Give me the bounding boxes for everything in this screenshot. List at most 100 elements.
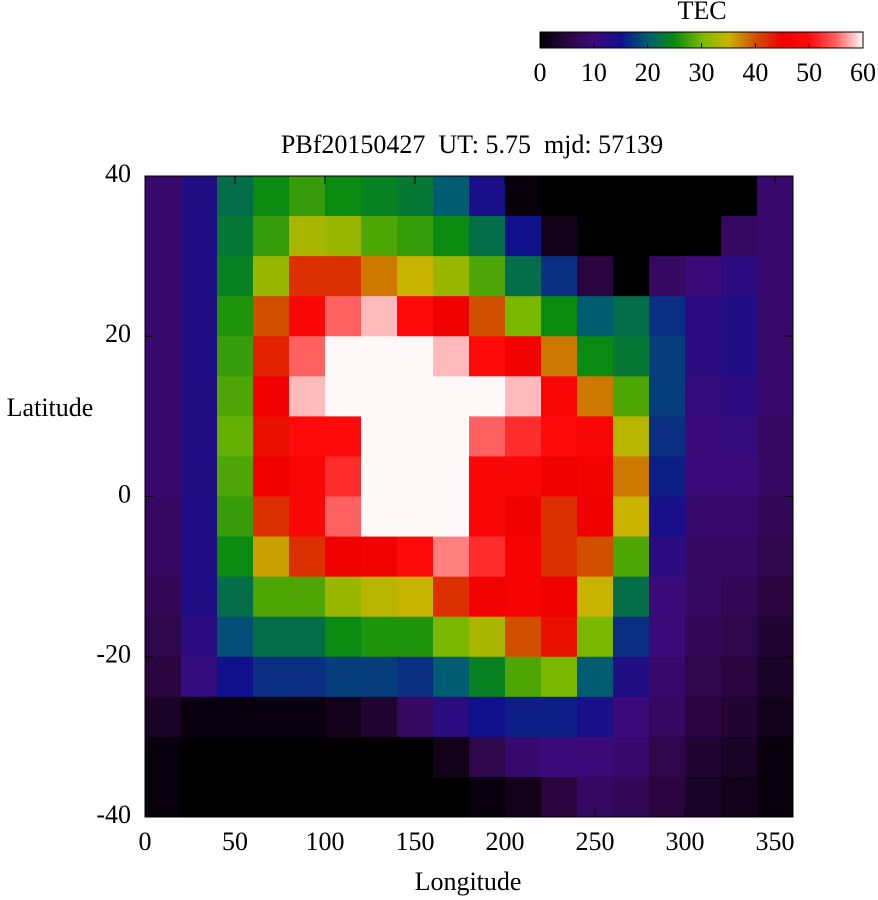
heatmap-cell [685, 496, 722, 538]
heatmap-cell [721, 256, 758, 297]
heatmap-cell [649, 696, 686, 738]
heatmap-cell [721, 176, 758, 217]
heatmap-cell [361, 336, 398, 377]
heatmap-cell [685, 456, 722, 497]
heatmap-cell [217, 736, 254, 778]
heatmap-cell [289, 616, 326, 658]
heatmap-cell [721, 656, 758, 698]
heatmap-cell [469, 696, 506, 738]
heatmap-cell [685, 176, 722, 217]
heatmap-cell [577, 576, 614, 618]
x-tick-label: 350 [756, 827, 795, 856]
heatmap-cell [505, 216, 542, 257]
heatmap-cell [253, 696, 290, 738]
heatmap-cell [469, 616, 506, 658]
heatmap-cell [289, 576, 326, 618]
heatmap-cell [433, 776, 470, 818]
heatmap-cell [721, 456, 758, 497]
heatmap-cell [541, 216, 578, 257]
heatmap-cell [541, 656, 578, 698]
heatmap-cell [397, 296, 434, 337]
heatmap-cell [613, 456, 650, 497]
heatmap-cell [217, 616, 254, 658]
heatmap-cell [217, 576, 254, 618]
heatmap-cell [613, 496, 650, 538]
heatmap-cell [433, 216, 470, 257]
y-tick-label: 20 [105, 319, 131, 348]
heatmap-cell [181, 576, 218, 618]
heatmap-cell [613, 696, 650, 738]
heatmap-cell [721, 216, 758, 257]
heatmap-cell [361, 176, 398, 217]
heatmap-cell [433, 536, 470, 578]
heatmap-cell [541, 456, 578, 497]
colorbar-tick-label: 30 [689, 58, 715, 87]
heatmap-cell [721, 616, 758, 658]
heatmap-cell [253, 536, 290, 578]
heatmap-cell [577, 336, 614, 377]
colorbar-title: TEC [677, 0, 726, 25]
heatmap-cell [649, 536, 686, 578]
heatmap-cell [361, 456, 398, 497]
heatmap-cell [469, 576, 506, 618]
heatmap-cell [541, 416, 578, 457]
heatmap-cell [685, 416, 722, 457]
heatmap-cell [469, 176, 506, 217]
heatmap-cell [721, 776, 758, 818]
heatmap-cell [145, 216, 182, 257]
x-tick-label: 200 [486, 827, 525, 856]
heatmap-cell [289, 536, 326, 578]
heatmap-cell [469, 536, 506, 578]
heatmap-cell [649, 336, 686, 377]
heatmap-cell [469, 656, 506, 698]
heatmap-cell [397, 456, 434, 497]
heatmap-cell [541, 696, 578, 738]
heatmap-cell [685, 576, 722, 618]
heatmap-cell [649, 456, 686, 497]
heatmap-cell [325, 416, 362, 457]
heatmap-cell [649, 736, 686, 778]
heatmap-cell [505, 376, 542, 417]
heatmap-cell [721, 576, 758, 618]
heatmap-cell [613, 376, 650, 417]
heatmap-cell [613, 656, 650, 698]
heatmap-cell [649, 376, 686, 417]
heatmap-cell [253, 736, 290, 778]
heatmap-cell [289, 656, 326, 698]
heatmap-cell [325, 736, 362, 778]
heatmap-cell [757, 376, 794, 417]
heatmap-cell [145, 296, 182, 337]
heatmap-cell [505, 496, 542, 538]
heatmap-cell [253, 216, 290, 257]
heatmap-cell [361, 296, 398, 337]
heatmap-cell [145, 736, 182, 778]
colorbar-tick-label: 40 [742, 58, 768, 87]
heatmap-cell [289, 336, 326, 377]
heatmap-cell [325, 456, 362, 497]
heatmap-cell [649, 296, 686, 337]
heatmap-cell [433, 616, 470, 658]
heatmap-cell [145, 456, 182, 497]
heatmap-cell [433, 376, 470, 417]
heatmap-cell [469, 416, 506, 457]
heatmap-cell [217, 496, 254, 538]
heatmap-cell [361, 576, 398, 618]
colorbar-tick-label: 60 [850, 58, 876, 87]
heatmap-cell [145, 176, 182, 217]
heatmap-cell [397, 496, 434, 538]
heatmap-cell [541, 576, 578, 618]
heatmap-cell [361, 536, 398, 578]
heatmap-cell [721, 736, 758, 778]
colorbar-tick-label: 20 [635, 58, 661, 87]
heatmap-cell [145, 376, 182, 417]
y-tick-label: -20 [96, 640, 131, 669]
heatmap-cell [145, 256, 182, 297]
heatmap-cell [325, 576, 362, 618]
heatmap-cell [613, 336, 650, 377]
heatmap-cell [361, 496, 398, 538]
heatmap-cell [433, 256, 470, 297]
heatmap-cell [397, 216, 434, 257]
heatmap-cell [577, 536, 614, 578]
heatmap-cell [685, 736, 722, 778]
heatmap-cell [685, 656, 722, 698]
